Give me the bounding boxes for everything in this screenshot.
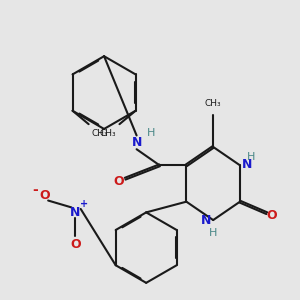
Text: +: +	[80, 200, 88, 209]
Text: N: N	[200, 214, 211, 226]
Text: O: O	[70, 238, 81, 251]
Text: N: N	[131, 136, 142, 149]
Text: H: H	[147, 128, 155, 138]
Text: H: H	[247, 152, 256, 162]
Text: CH₃: CH₃	[205, 99, 221, 108]
Text: N: N	[70, 206, 80, 218]
Text: CH₃: CH₃	[100, 129, 116, 138]
Text: N: N	[242, 158, 252, 171]
Text: CH₃: CH₃	[92, 129, 108, 138]
Text: H: H	[209, 229, 218, 238]
Text: O: O	[114, 175, 124, 188]
Text: -: -	[32, 183, 38, 197]
Text: O: O	[267, 209, 278, 222]
Text: O: O	[39, 189, 50, 202]
